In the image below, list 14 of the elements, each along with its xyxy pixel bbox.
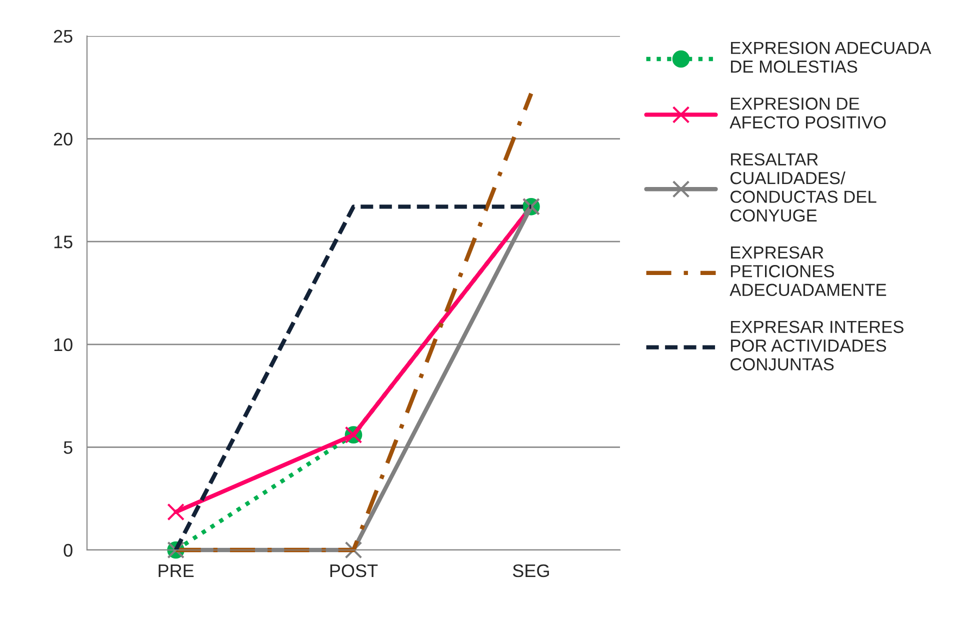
y-tick-label: 0	[64, 544, 72, 557]
y-tick-label: 25	[54, 30, 72, 43]
y-tick-label: 15	[54, 236, 72, 248]
y-tick-label: 20	[54, 132, 72, 146]
x-tick-label: SEG	[512, 564, 549, 578]
legend-label: EXPRESAR PETICIONES ADECUADAMENTE	[730, 246, 886, 296]
x-tick-label: POST	[330, 564, 378, 578]
legend-label: EXPRESION ADECUADA DE MOLESTIAS	[731, 42, 932, 73]
y-tick-label: 10	[54, 338, 72, 352]
x-tick-label: PRE	[158, 564, 194, 577]
y-tick-label: 5	[64, 441, 72, 454]
legend-label: EXPRESAR INTERES POR ACTIVIDADES CONJUNTAS	[730, 320, 904, 370]
legend-label: EXPRESION DE AFECTO POSITIVO	[730, 98, 886, 129]
legend-label: RESALTAR CUALIDADES/ CONDUCTAS DEL CONYUGE	[730, 153, 876, 222]
